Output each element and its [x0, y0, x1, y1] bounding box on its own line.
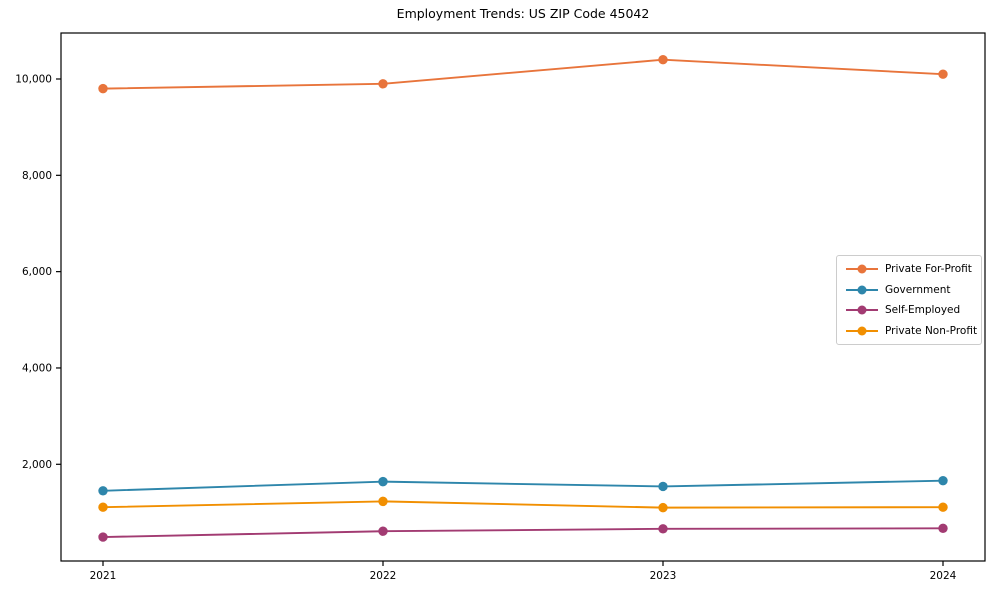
legend-label-private-for-profit: Private For-Profit	[885, 263, 972, 276]
y-tick-label: 8,000	[22, 170, 52, 182]
legend-item-private-non-profit: Private Non-Profit	[837, 325, 981, 337]
series-line-private-for-profit	[102, 58, 944, 90]
legend-marker-private-non-profit	[846, 326, 878, 336]
data-point-private-non-profit-2024	[938, 502, 948, 512]
series-line-government	[102, 479, 944, 492]
data-point-private-for-profit-2022	[378, 79, 388, 89]
legend: Private For-Profit Government Self-Employe…	[836, 255, 982, 345]
legend-marker-self-employed	[846, 305, 878, 315]
x-tick-label: 2021	[90, 570, 117, 582]
y-tick-label: 4,000	[22, 362, 52, 374]
legend-label-government: Government	[885, 283, 951, 296]
y-tick-label: 10,000	[15, 73, 52, 85]
y-tick-label: 6,000	[22, 266, 52, 278]
legend-label-private-non-profit: Private Non-Profit	[885, 324, 978, 337]
data-point-self-employed-2022	[378, 526, 388, 536]
data-point-private-for-profit-2021	[98, 83, 108, 94]
legend-sample-dot	[857, 285, 867, 295]
legend-sample-dot	[857, 326, 867, 336]
legend-label-self-employed: Self-Employed	[885, 304, 961, 317]
data-point-government-2024	[938, 475, 948, 486]
legend-sample-dot	[857, 264, 867, 274]
x-tick-label: 2022	[370, 570, 397, 582]
data-point-private-non-profit-2022	[378, 496, 388, 507]
data-point-government-2023	[658, 481, 668, 492]
x-tick-label: 2024	[930, 570, 957, 582]
data-point-private-non-profit-2021	[98, 502, 108, 512]
x-tick-label: 2023	[650, 570, 677, 582]
legend-marker-government	[846, 285, 878, 295]
data-point-self-employed-2021	[98, 532, 108, 542]
data-point-government-2021	[98, 486, 108, 496]
legend-item-private-for-profit: Private For-Profit	[837, 263, 981, 275]
data-point-self-employed-2023	[658, 524, 668, 534]
y-tick-label: 2,000	[22, 459, 52, 471]
legend-item-self-employed: Self-Employed	[837, 304, 981, 316]
data-point-private-for-profit-2024	[938, 69, 948, 79]
data-point-government-2022	[378, 476, 388, 487]
legend-sample-dot	[857, 305, 867, 315]
chart-title: Employment Trends: US ZIP Code 45042	[396, 6, 650, 21]
data-point-self-employed-2024	[938, 523, 948, 534]
data-point-private-non-profit-2023	[658, 502, 668, 513]
legend-marker-private-for-profit	[846, 264, 878, 274]
plot-border	[60, 32, 986, 562]
legend-item-government: Government	[837, 284, 981, 296]
series-line-self-employed	[102, 527, 944, 538]
series-line-private-non-profit	[102, 500, 944, 509]
data-point-private-for-profit-2023	[658, 55, 668, 65]
